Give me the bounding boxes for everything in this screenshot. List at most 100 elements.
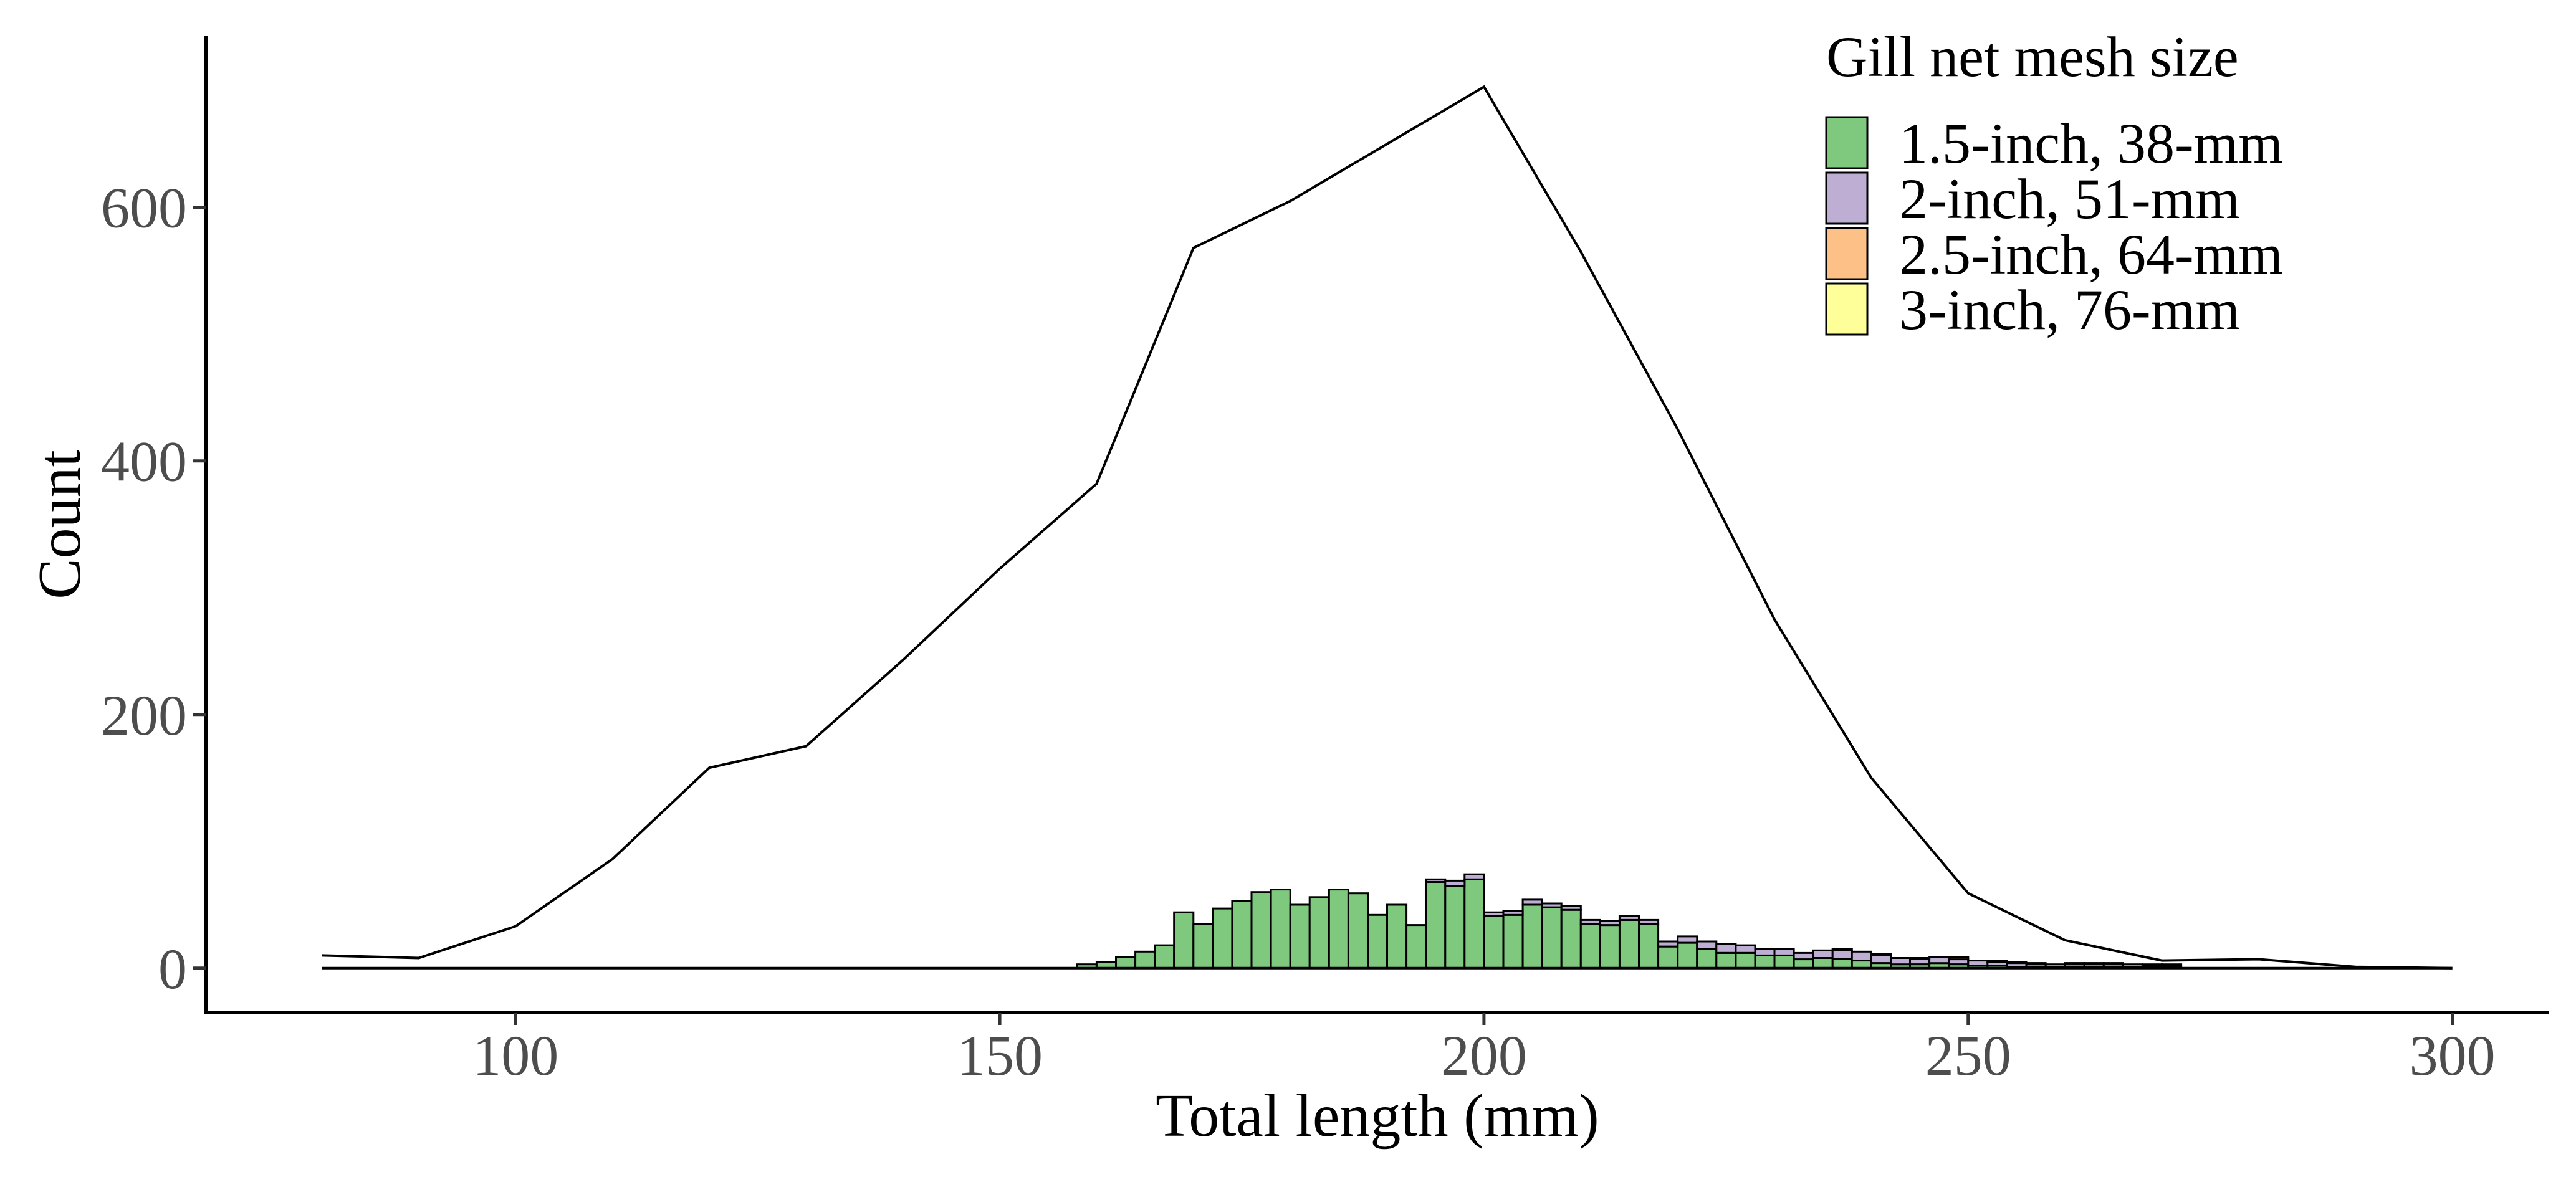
x-tick-label-150: 150 <box>957 1024 1043 1087</box>
bar-series-0-bin-182 <box>1308 896 1330 970</box>
bar-series-0-bin-206 <box>1541 906 1563 970</box>
legend-swatch-3 <box>1825 282 1869 336</box>
bar-series-0-bin-170 <box>1192 923 1214 970</box>
bar-series-1-bin-216 <box>1638 918 1660 925</box>
bar-series-1-bin-222 <box>1696 940 1718 950</box>
bar-series-1-bin-250 <box>1967 960 1989 967</box>
bar-series-2-bin-256 <box>2025 962 2047 966</box>
bar-series-1-bin-212 <box>1599 920 1621 927</box>
bar-series-0-bin-232 <box>1793 958 1814 970</box>
bar-series-1-bin-208 <box>1560 905 1582 911</box>
bar-series-1-bin-242 <box>1890 957 1912 966</box>
bar-series-0-bin-166 <box>1154 944 1175 970</box>
legend-swatch-1 <box>1825 171 1869 225</box>
bar-series-1-bin-230 <box>1773 948 1795 956</box>
bar-series-2-bin-240 <box>1870 953 1892 956</box>
y-tick-label-200: 200 <box>101 684 187 747</box>
bar-series-1-bin-228 <box>1754 948 1776 956</box>
bar-series-0-bin-192 <box>1405 924 1427 970</box>
bar-series-2-bin-252 <box>1986 960 2008 963</box>
bar-series-0-bin-202 <box>1502 913 1524 970</box>
bar-series-1-bin-246 <box>1928 956 1950 965</box>
legend-label-0: 1.5-inch, 38-mm <box>1899 112 2283 175</box>
bar-series-1-bin-210 <box>1579 918 1601 925</box>
bar-series-2-bin-264 <box>2102 962 2124 966</box>
bar-series-2-bin-236 <box>1831 948 1853 951</box>
bar-series-2-bin-248 <box>1948 956 1970 961</box>
bar-series-1-bin-198 <box>1463 873 1485 880</box>
legend-title: Gill net mesh size <box>1826 25 2239 88</box>
x-tick-label-250: 250 <box>1925 1024 2011 1087</box>
bar-series-1-bin-240 <box>1870 954 1892 965</box>
legend-swatch-0 <box>1825 116 1869 169</box>
bar-series-1-bin-224 <box>1715 943 1737 954</box>
bar-series-0-bin-168 <box>1173 911 1195 970</box>
bar-series-2-bin-260 <box>2064 962 2085 966</box>
bar-series-0-bin-236 <box>1831 958 1853 970</box>
bar-series-0-bin-196 <box>1444 885 1466 970</box>
legend: Gill net mesh size 1.5-inch, 38-mm2-inch… <box>1825 25 2283 341</box>
legend-items: 1.5-inch, 38-mm2-inch, 51-mm2.5-inch, 64… <box>1825 112 2283 341</box>
bar-series-0-bin-186 <box>1347 892 1369 970</box>
bar-series-1-bin-236 <box>1831 949 1853 961</box>
bar-series-2-bin-268 <box>2141 963 2163 967</box>
legend-label-3: 3-inch, 76-mm <box>1899 278 2240 341</box>
x-axis-ticks: 100 150 200 250 300 <box>472 1013 2496 1087</box>
bar-series-1-bin-200 <box>1483 911 1505 917</box>
y-tick-label-600: 600 <box>101 176 187 240</box>
bar-series-0-bin-172 <box>1212 907 1233 970</box>
bar-series-0-bin-214 <box>1618 918 1640 970</box>
bar-series-0-bin-208 <box>1560 908 1582 970</box>
legend-swatch-2 <box>1825 227 1869 280</box>
bar-series-1-bin-196 <box>1444 879 1466 887</box>
bar-series-0-bin-222 <box>1696 948 1718 970</box>
bar-series-0-bin-210 <box>1579 923 1601 970</box>
bar-series-0-bin-216 <box>1638 923 1660 970</box>
bar-series-0-bin-184 <box>1328 889 1349 970</box>
bar-series-0-bin-164 <box>1134 950 1156 970</box>
bar-series-0-bin-218 <box>1657 945 1679 970</box>
x-tick-label-300: 300 <box>2410 1024 2496 1087</box>
bar-series-0-bin-162 <box>1115 956 1137 970</box>
bar-series-1-bin-202 <box>1502 910 1524 916</box>
bar-series-0-bin-190 <box>1386 903 1408 970</box>
bar-series-3-bin-254 <box>2006 961 2028 965</box>
bar-series-3-bin-270 <box>2161 963 2183 967</box>
bar-series-1-bin-214 <box>1618 915 1640 921</box>
y-axis-ticks: 0 200 400 600 <box>101 176 206 1001</box>
bar-series-0-bin-188 <box>1367 913 1389 970</box>
bar-series-1-bin-220 <box>1677 935 1698 944</box>
bar-series-0-bin-234 <box>1812 957 1834 970</box>
y-tick-label-0: 0 <box>158 937 187 1001</box>
bar-series-2-bin-244 <box>1909 957 1931 960</box>
x-tick-label-200: 200 <box>1441 1024 1527 1087</box>
bar-series-1-bin-218 <box>1657 940 1679 948</box>
bar-series-0-bin-198 <box>1463 878 1485 970</box>
bar-series-0-bin-180 <box>1289 903 1311 970</box>
bar-series-1-bin-266 <box>2122 963 2143 968</box>
bar-series-1-bin-258 <box>2044 963 2066 968</box>
x-axis-title: Total length (mm) <box>1156 1082 1599 1150</box>
bar-series-1-bin-206 <box>1541 902 1563 908</box>
bar-series-1-bin-232 <box>1793 951 1814 961</box>
bar-series-0-bin-194 <box>1425 880 1447 970</box>
legend-label-1: 2-inch, 51-mm <box>1899 167 2240 231</box>
x-tick-label-100: 100 <box>472 1024 558 1087</box>
bar-series-0-bin-176 <box>1250 891 1272 970</box>
legend-label-2: 2.5-inch, 64-mm <box>1899 222 2283 286</box>
bar-series-0-bin-174 <box>1231 900 1253 970</box>
bar-series-1-bin-234 <box>1812 949 1834 960</box>
bar-series-0-bin-178 <box>1270 889 1291 970</box>
bar-series-3-bin-262 <box>2083 962 2105 966</box>
bar-series-0-bin-200 <box>1483 915 1505 970</box>
bar-series-0-bin-204 <box>1521 903 1543 970</box>
bar-series-1-bin-194 <box>1425 878 1447 883</box>
lines-layer <box>322 85 2453 970</box>
bar-series-0-bin-230 <box>1773 954 1795 970</box>
y-axis-title: Count <box>26 450 93 599</box>
bar-series-1-bin-226 <box>1735 944 1756 954</box>
bar-series-0-bin-224 <box>1715 951 1737 970</box>
bar-series-1-bin-204 <box>1521 898 1543 906</box>
